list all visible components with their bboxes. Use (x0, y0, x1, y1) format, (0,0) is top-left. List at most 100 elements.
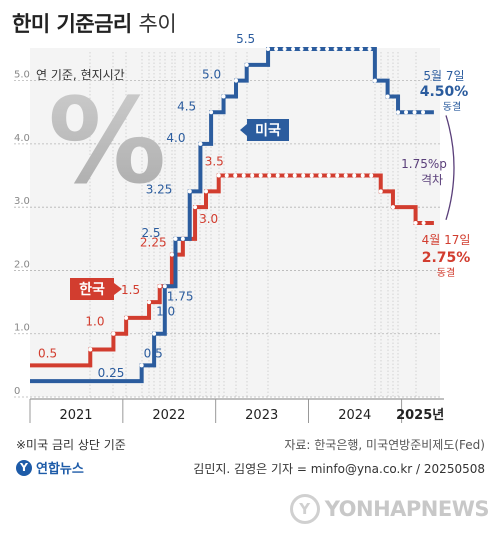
korea-step-dot (169, 252, 174, 257)
x-tick-label: 2022 (152, 408, 185, 423)
korea-value-label: 0.5 (38, 346, 57, 360)
korea-legend-tag: 한국 (70, 278, 122, 300)
us-hold-dot (325, 47, 330, 51)
us-latest-date: 5월 7일 (423, 69, 464, 83)
korea-step-dot (378, 189, 383, 194)
x-tick-label: 2025년 (396, 408, 444, 423)
us-legend-tag: 미국 (240, 119, 289, 141)
us-step-dot (139, 363, 144, 368)
us-step-dot (221, 94, 226, 99)
korea-legend-tag-label: 한국 (79, 282, 105, 298)
brand-name: 연합뉴스 (36, 462, 84, 477)
korea-step-dot (390, 205, 395, 210)
us-hold-dot (404, 110, 409, 115)
us-hold-dot (342, 47, 347, 51)
us-hold-dot (274, 47, 279, 51)
watermark-text: YONHAPNEWS (324, 497, 490, 521)
korea-legend-tag-box (70, 278, 114, 300)
korea-hold-dot (258, 173, 263, 178)
y-tick-label: 4.0 (14, 133, 30, 144)
us-hold-dot (412, 110, 417, 115)
korea-hold-dot (241, 173, 246, 178)
x-tick-label: 2021 (59, 408, 92, 423)
korea-step-dot (193, 205, 198, 210)
korea-rate-line (30, 173, 434, 368)
korea-hold-dot (343, 173, 348, 178)
us-value-label: 3.25 (146, 182, 173, 196)
us-hold-dot (350, 47, 355, 51)
y-tick-label: 1.0 (14, 323, 30, 334)
korea-value-label: 3.5 (205, 155, 224, 169)
korea-hold-dot (309, 173, 314, 178)
gap-label: 격차 (421, 173, 443, 187)
korea-hold-dot (224, 173, 229, 178)
plot-area (30, 48, 440, 397)
korea-latest-date: 4월 17일 (422, 233, 471, 247)
us-step-dot (385, 94, 390, 99)
korea-value-label: 1.5 (121, 283, 140, 297)
us-step-dot (173, 236, 178, 241)
us-value-label: 5.0 (202, 68, 221, 82)
us-step-dot (396, 110, 401, 115)
korea-hold-dot (318, 173, 323, 178)
us-value-label: 4.5 (177, 99, 196, 113)
korea-hold-dot (369, 173, 374, 178)
us-legend-tag-box (247, 119, 289, 141)
us-legend-tag-pointer (240, 124, 247, 136)
korea-step-dot (111, 331, 116, 336)
korea-step-dot (413, 221, 418, 225)
korea-hold-dot (301, 173, 306, 178)
us-hold-dot (359, 47, 364, 51)
page-title: 한미 기준금리 추이 (12, 8, 177, 38)
brand: Y 연합뉴스 (16, 458, 84, 477)
korea-hold-dot (335, 173, 340, 178)
y-tick-label: 2.0 (14, 259, 30, 270)
korea-value-label: 2.25 (140, 236, 167, 250)
percent-icon: % (48, 72, 166, 210)
us-rate-line (30, 47, 434, 384)
korea-hold-dot (233, 173, 238, 178)
korea-step-dot (216, 173, 221, 178)
korea-hold-dot (292, 173, 297, 178)
us-hold-dot (333, 47, 338, 51)
gap-bracket (445, 115, 455, 221)
y-tick-label: 0 (14, 386, 20, 397)
us-value-label: 1.75 (167, 289, 194, 303)
chart-subtitle: 연 기준, 현지시간 (36, 68, 125, 82)
us-value-label: 5.5 (236, 32, 255, 46)
korea-hold-dot (275, 173, 280, 178)
us-step-dot (187, 189, 192, 194)
x-tick-label: 2023 (245, 408, 278, 423)
korea-step-dot (157, 284, 162, 289)
us-value-label: 1.0 (156, 305, 175, 319)
us-step-dot (372, 78, 377, 83)
us-value-label: 0.25 (98, 366, 125, 380)
us-step-dot (266, 47, 271, 51)
us-step-dot (234, 78, 239, 83)
us-value-label: 4.0 (166, 131, 185, 145)
title-main: 한미 기준금리 (12, 12, 132, 36)
korea-step-dot (88, 347, 93, 352)
us-hold-dot (421, 110, 426, 115)
korea-hold-dot (267, 173, 272, 178)
us-step-dot (198, 141, 203, 146)
yonhap-watermark-icon: Y (289, 494, 320, 524)
us-hold-dot (367, 47, 372, 51)
us-step-dot (209, 110, 214, 115)
us-value-label: 0.5 (144, 346, 163, 360)
korea-hold-dot (352, 173, 357, 178)
korea-value-label: 3.0 (199, 212, 218, 226)
footnote: ※미국 금리 상단 기준 (16, 438, 126, 452)
korea-legend-tag-pointer (114, 283, 122, 295)
title-sub: 추이 (138, 12, 177, 36)
yonhap-logo-icon: Y (16, 459, 32, 476)
x-tick-label: 2024 (338, 408, 371, 423)
korea-step-dot (124, 315, 129, 320)
us-latest-value: 4.50% (420, 84, 469, 100)
gap-value: 1.75%p (401, 157, 447, 171)
us-hold-dot (308, 47, 313, 51)
korea-step-dot (204, 189, 209, 194)
korea-latest-status: 동결 (437, 267, 455, 279)
